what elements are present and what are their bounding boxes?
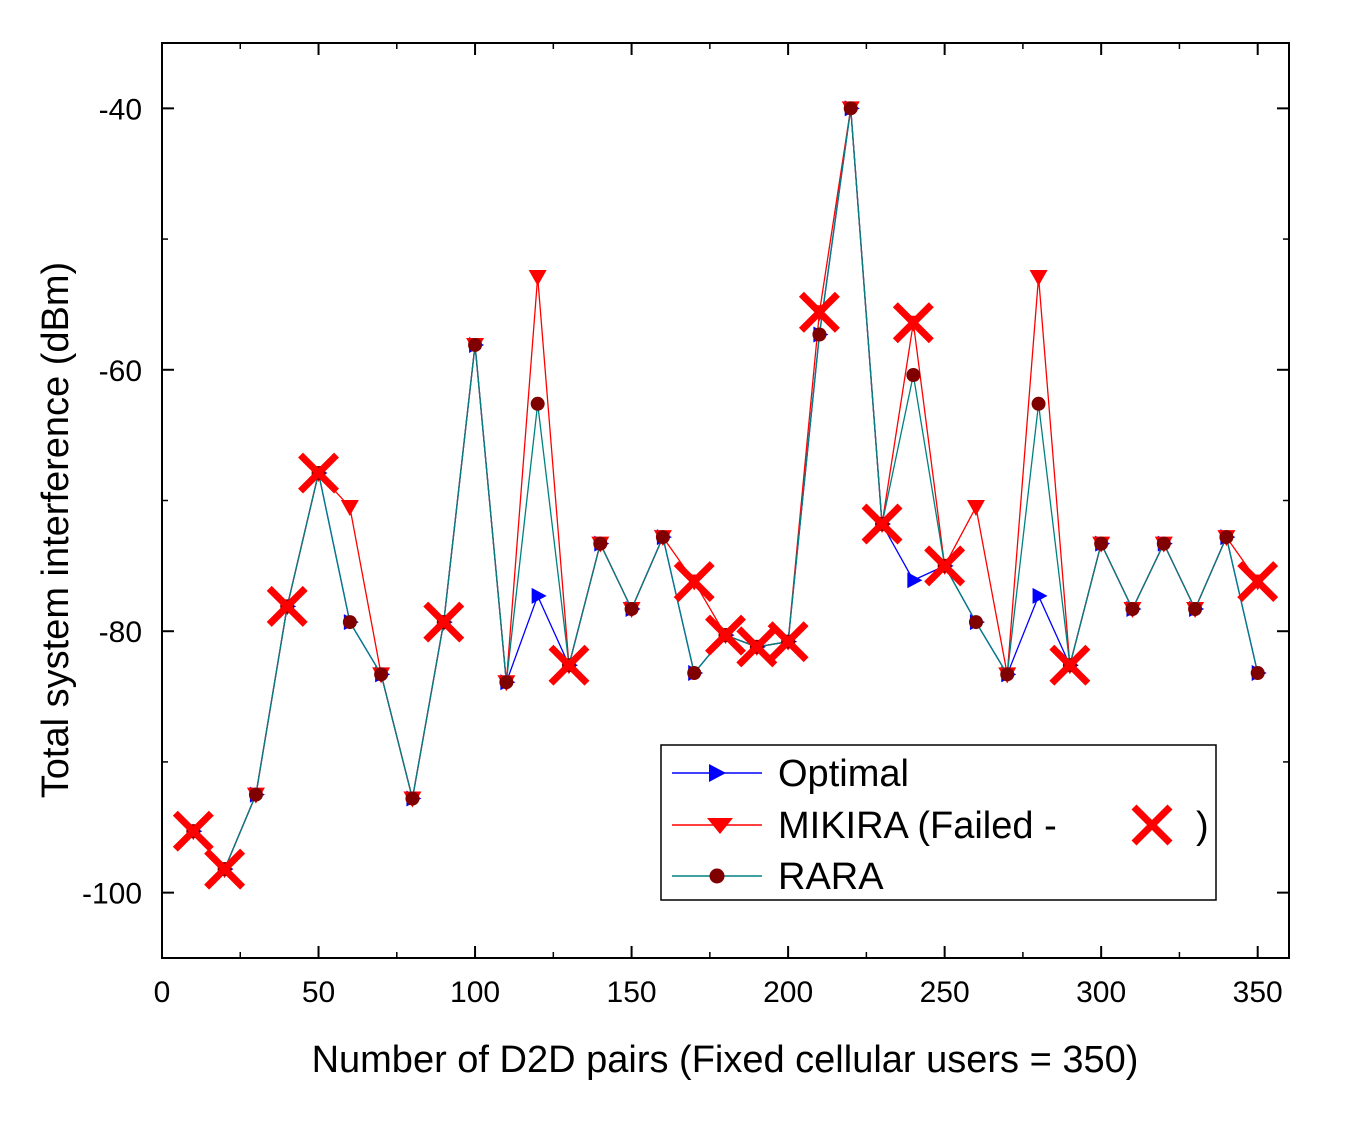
data-point <box>687 666 701 680</box>
failed-x-marker <box>864 506 900 542</box>
failed-x-marker <box>927 548 963 584</box>
failed-x-marker <box>676 564 712 600</box>
failed-x-marker <box>895 305 931 341</box>
x-tick-label: 50 <box>302 976 335 1009</box>
data-point <box>1251 666 1265 680</box>
failed-x-marker <box>1052 647 1088 683</box>
data-point <box>844 101 858 115</box>
legend-mikira-label: MIKIRA (Failed - <box>778 805 1057 847</box>
failed-x-marker <box>801 294 837 330</box>
failed-x-marker <box>739 629 775 665</box>
y-axis-title: Total system interference (dBm) <box>35 262 77 798</box>
legend-rara-marker <box>710 869 725 884</box>
legend-mikira-suffix: ) <box>1196 805 1209 847</box>
data-point <box>531 397 545 411</box>
data-point <box>1157 537 1171 551</box>
x-tick-label: 0 <box>154 976 171 1009</box>
failed-x-marker <box>551 647 587 683</box>
x-tick-label: 100 <box>450 976 500 1009</box>
data-point <box>529 270 547 286</box>
x-tick-label: 250 <box>920 976 970 1009</box>
x-tick-label: 350 <box>1233 976 1283 1009</box>
data-point <box>1000 667 1014 681</box>
data-point <box>1094 537 1108 551</box>
data-point <box>656 530 670 544</box>
data-point <box>593 537 607 551</box>
failed-x-marker <box>175 813 211 849</box>
data-point <box>341 500 359 516</box>
x-tick-label: 150 <box>607 976 657 1009</box>
data-point <box>1125 602 1139 616</box>
data-point <box>969 615 983 629</box>
data-point <box>1032 397 1046 411</box>
failed-x-marker <box>1240 564 1276 600</box>
y-tick-label: -40 <box>99 93 142 126</box>
data-point <box>625 602 639 616</box>
failed-x-marker <box>426 604 462 640</box>
y-tick-label: -100 <box>82 878 142 911</box>
x-axis-title: Number of D2D pairs (Fixed cellular user… <box>312 1039 1139 1081</box>
data-point <box>468 338 482 352</box>
data-point <box>343 615 357 629</box>
data-point <box>1030 270 1048 286</box>
y-tick-label: -60 <box>99 355 142 388</box>
x-tick-label: 200 <box>763 976 813 1009</box>
x-tick-label: 300 <box>1076 976 1126 1009</box>
data-point <box>1188 602 1202 616</box>
failed-x-marker <box>269 588 305 624</box>
legend-rara-label: RARA <box>778 856 884 898</box>
failed-x-marker <box>770 624 806 660</box>
failed-x-marker <box>301 455 337 491</box>
data-point <box>1219 530 1233 544</box>
data-point <box>906 368 920 382</box>
data-point <box>532 588 547 604</box>
data-point <box>907 572 922 588</box>
failed-x-marker <box>708 617 744 653</box>
data-point <box>1033 588 1048 604</box>
data-point <box>405 792 419 806</box>
failed-x-marker <box>207 851 243 887</box>
y-tick-label: -80 <box>99 616 142 649</box>
legend-optimal-label: Optimal <box>778 753 909 795</box>
legend: Optimal MIKIRA (Failed - ) RARA <box>661 745 1216 900</box>
data-point <box>967 500 985 516</box>
data-point <box>249 788 263 802</box>
data-point <box>499 675 513 689</box>
data-point <box>812 327 826 341</box>
data-point <box>374 667 388 681</box>
